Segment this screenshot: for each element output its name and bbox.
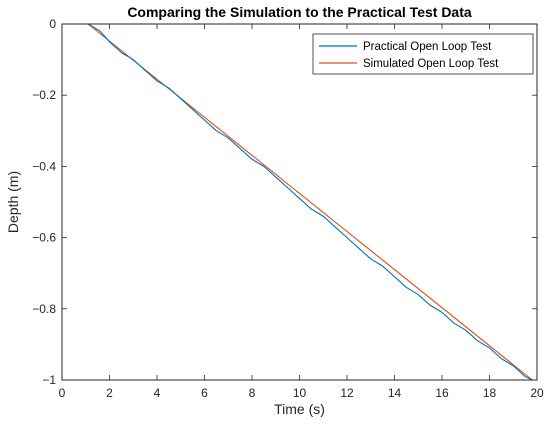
x-tick-label: 10 (293, 386, 307, 400)
legend: Practical Open Loop Test Simulated Open … (312, 33, 534, 75)
legend-label-simulated: Simulated Open Loop Test (363, 58, 499, 70)
x-tick-label: 6 (201, 386, 208, 400)
y-tick-label: −0.8 (32, 302, 56, 316)
y-axis-title: Depth (m) (5, 171, 21, 233)
x-tick-label: 8 (249, 386, 256, 400)
x-tick-label: 20 (530, 386, 544, 400)
x-axis-title: Time (s) (274, 401, 325, 417)
x-tick-label: 18 (483, 386, 497, 400)
x-tick-label: 14 (388, 386, 402, 400)
legend-label-practical: Practical Open Loop Test (363, 41, 492, 53)
x-tick-label: 2 (106, 386, 113, 400)
y-tick-label: −0.2 (32, 88, 56, 102)
series-layer (87, 23, 533, 381)
y-tick-label: −1 (42, 373, 56, 387)
x-tick-label: 4 (154, 386, 161, 400)
y-tick-label: 0 (49, 17, 56, 31)
y-tick-label: −0.4 (32, 159, 56, 173)
y-tick-label: −0.6 (32, 231, 56, 245)
x-tick-label: 0 (59, 386, 66, 400)
legend-box (312, 33, 534, 75)
series-line-simulated (87, 23, 533, 381)
x-tick-label: 12 (340, 386, 354, 400)
series-line-practical (87, 23, 533, 381)
chart-title: Comparing the Simulation to the Practica… (127, 4, 472, 20)
tick-layer: 0 2 4 6 8 10 12 14 16 18 20 0 −0.2 −0.4 −0.6 −0.8 −1 (32, 17, 544, 400)
x-tick-label: 16 (435, 386, 449, 400)
